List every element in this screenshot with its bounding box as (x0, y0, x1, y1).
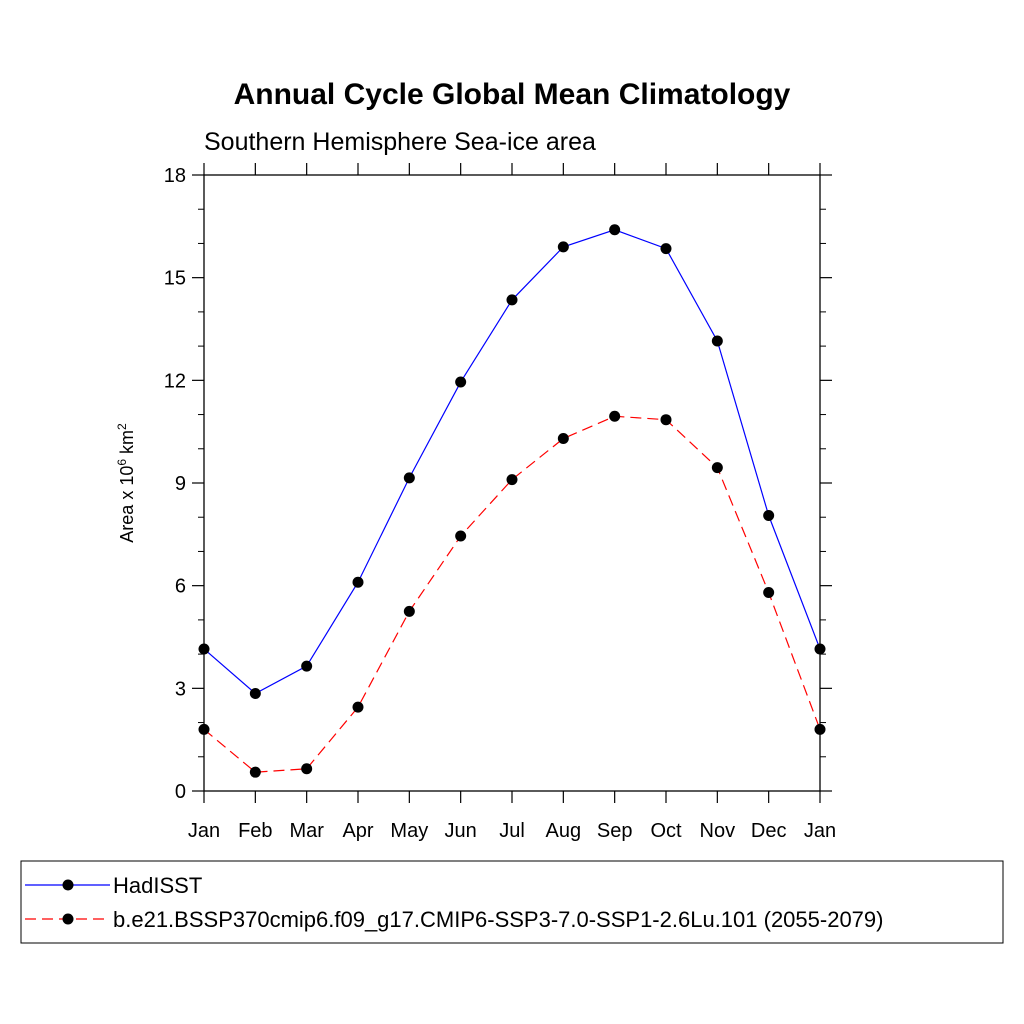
series-1 (198, 224, 826, 699)
data-point (711, 462, 723, 474)
y-tick-label: 9 (175, 473, 186, 495)
y-tick-label: 6 (175, 576, 186, 598)
data-point (814, 723, 826, 735)
x-tick-label: Feb (238, 820, 272, 842)
series-line (203, 415, 821, 773)
data-point (455, 376, 467, 388)
data-point (249, 687, 261, 699)
y-tick-label: 0 (175, 781, 186, 803)
x-tick-label: May (390, 820, 428, 842)
data-point (249, 766, 261, 778)
x-tick-label: Jul (499, 820, 525, 842)
x-tick-label: Jan (188, 820, 220, 842)
legend: HadISST b.e21.BSSP370cmip6.f09_g17.CMIP6-… (20, 860, 1004, 944)
data-point (557, 433, 569, 445)
legend-label: HadISST (113, 873, 202, 898)
y-tick-label: 12 (164, 370, 186, 392)
data-point (198, 643, 210, 655)
data-point (403, 605, 415, 617)
data-point (557, 241, 569, 253)
plot-area: 0 3 6 9 12 15 18 Jan Feb Mar Apr May Jun Jul Aug Sep Oc… (164, 163, 836, 842)
x-tick-label: Jan (804, 820, 836, 842)
y-tick-label: 3 (175, 678, 186, 700)
x-tick-label: Jun (445, 820, 477, 842)
legend-label: b.e21.BSSP370cmip6.f09_g17.CMIP6-SSP3-7.… (113, 907, 883, 932)
legend-marker (62, 913, 74, 925)
data-point (352, 701, 364, 713)
y-tick-labels: 0 3 6 9 12 15 18 (164, 165, 186, 803)
y-tick-label: 15 (164, 268, 186, 290)
data-point (506, 294, 518, 306)
chart-title: Annual Cycle Global Mean Climatology (234, 78, 791, 111)
data-point (455, 530, 467, 542)
data-point (609, 410, 621, 422)
series-layer (198, 224, 826, 778)
x-tick-label: Mar (289, 820, 324, 842)
y-axis-label: Area x 106 km2 (115, 423, 137, 543)
x-tick-label: Nov (700, 820, 736, 842)
data-point (660, 414, 672, 426)
legend-item-2: b.e21.BSSP370cmip6.f09_g17.CMIP6-SSP3-7.… (25, 907, 883, 932)
data-point (301, 660, 313, 672)
chart-subtitle: Southern Hemisphere Sea-ice area (204, 128, 596, 156)
x-tick-labels: Jan Feb Mar Apr May Jun Jul Aug Sep Oct Nov Dec Jan (188, 820, 836, 842)
data-point (609, 224, 621, 236)
data-point (763, 587, 775, 599)
data-point (763, 510, 775, 522)
x-tick-label: Oct (650, 820, 682, 842)
series-2 (198, 410, 826, 778)
legend-box (20, 860, 1004, 944)
data-point (301, 763, 313, 775)
data-point (198, 723, 210, 735)
data-point (403, 472, 415, 484)
axis-ticks (192, 163, 832, 803)
data-point (814, 643, 826, 655)
data-point (506, 474, 518, 486)
data-point (352, 576, 364, 588)
legend-items: HadISST b.e21.BSSP370cmip6.f09_g17.CMIP6-… (25, 873, 883, 932)
y-tick-label: 18 (164, 165, 186, 187)
legend-marker (62, 879, 74, 891)
x-tick-label: Sep (597, 820, 633, 842)
legend-item-1: HadISST (25, 873, 202, 898)
data-point (711, 335, 723, 347)
data-point (660, 243, 672, 255)
x-tick-label: Apr (342, 820, 373, 842)
x-tick-label: Aug (546, 820, 582, 842)
x-tick-label: Dec (751, 820, 787, 842)
